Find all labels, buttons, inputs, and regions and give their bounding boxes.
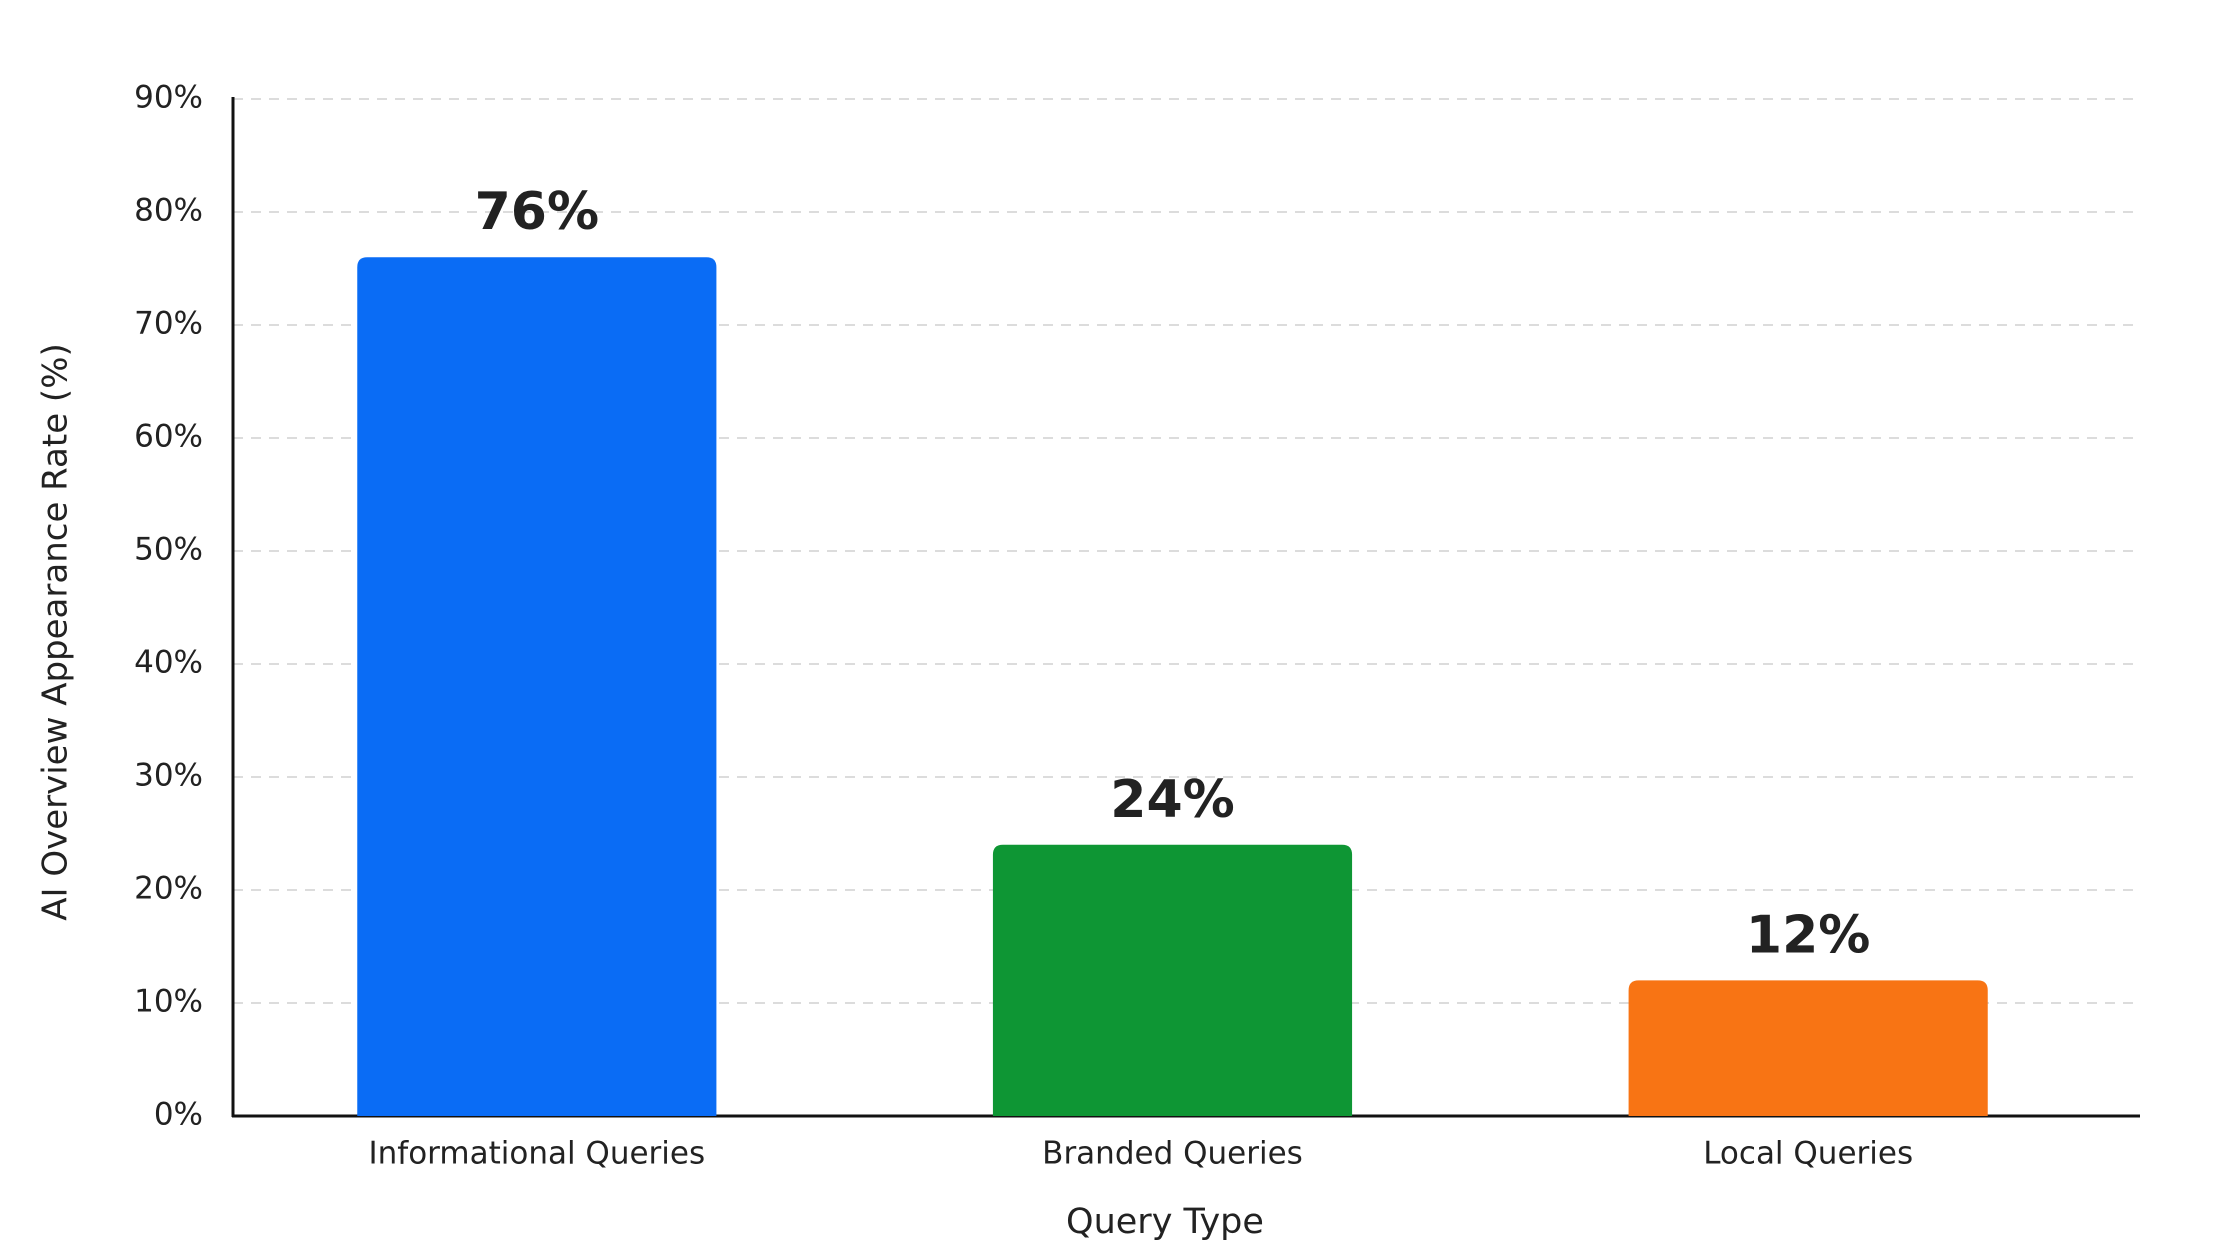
y-tick-label: 90%: [134, 80, 203, 116]
x-tick-label: Informational Queries: [369, 1136, 706, 1172]
bar: [1628, 980, 1988, 1116]
x-axis-title: Query Type: [1066, 1202, 1264, 1242]
value-label: 76%: [475, 182, 599, 242]
y-tick-label: 40%: [134, 645, 203, 681]
y-tick-label: 60%: [134, 419, 203, 455]
y-tick-label: 0%: [154, 1097, 203, 1133]
bar: [357, 257, 717, 1116]
x-tick-label: Branded Queries: [1042, 1136, 1303, 1172]
y-axis-title: AI Overview Appearance Rate (%): [36, 343, 76, 921]
value-label: 12%: [1746, 905, 1870, 965]
y-tick-label: 50%: [134, 532, 203, 568]
y-tick-label: 30%: [134, 758, 203, 794]
x-tick-label: Local Queries: [1703, 1136, 1913, 1172]
y-tick-label: 70%: [134, 306, 203, 342]
value-label: 24%: [1110, 770, 1234, 830]
y-tick-label: 80%: [134, 193, 203, 229]
y-tick-label: 20%: [134, 871, 203, 907]
y-tick-label: 10%: [134, 984, 203, 1020]
bar: [992, 844, 1353, 1116]
